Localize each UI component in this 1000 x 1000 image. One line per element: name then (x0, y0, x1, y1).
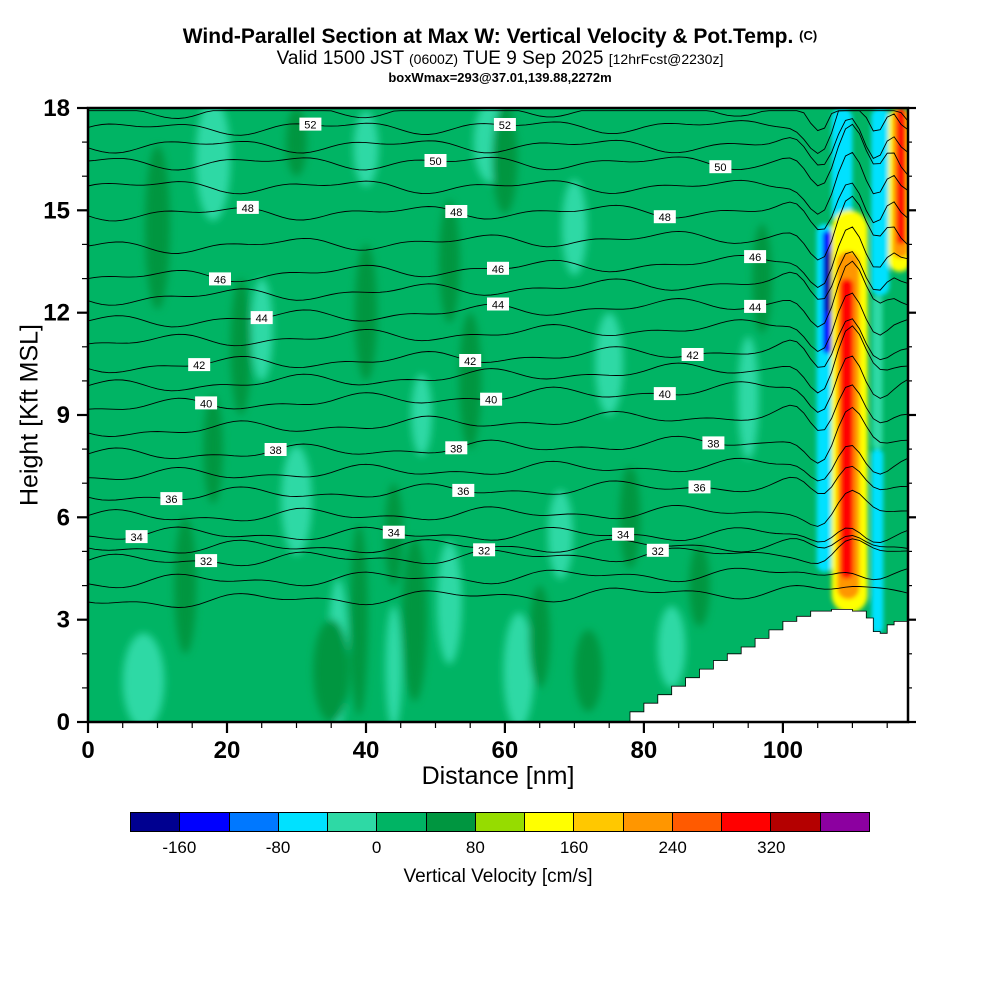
y-axis-title: Height [Kft MSL] (15, 323, 44, 507)
svg-text:38: 38 (450, 443, 462, 455)
svg-text:36: 36 (165, 494, 177, 506)
chart-title-unit: (C) (799, 28, 818, 43)
svg-text:15: 15 (43, 197, 70, 224)
colorbar-tick-label: 0 (371, 838, 382, 857)
colorbar-tick-label: 80 (465, 838, 485, 857)
colorbar-segment (131, 813, 181, 831)
svg-text:6: 6 (57, 504, 70, 531)
svg-text:80: 80 (631, 737, 658, 764)
svg-text:34: 34 (388, 528, 400, 540)
svg-text:46: 46 (749, 252, 761, 264)
colorbar-label: Vertical Velocity [cm/s] (403, 866, 593, 887)
colorbar-segment (180, 813, 230, 831)
colorbar-segment (722, 813, 772, 831)
svg-text:12: 12 (43, 300, 70, 327)
colorbar (130, 812, 870, 832)
plot-field: 32 32 32 34 34 34 36 36 36 38 38 38 40 40 40 42 42 42 44 44… (88, 108, 908, 722)
svg-text:36: 36 (457, 486, 469, 498)
svg-text:38: 38 (269, 445, 281, 457)
svg-text:48: 48 (659, 212, 671, 224)
chart-title-text: Wind-Parallel Section at Max W: Vertical… (182, 25, 794, 48)
colorbar-segment (623, 813, 673, 831)
svg-text:52: 52 (499, 120, 511, 132)
chart-annotation: boxWmax=293@37.01,139.88,2272m (388, 70, 612, 86)
svg-text:44: 44 (256, 313, 268, 325)
colorbar-tick-label: 160 (559, 838, 589, 857)
colorbar-segment (377, 813, 427, 831)
axis-ticks (77, 106, 916, 733)
svg-text:38: 38 (707, 438, 719, 450)
colorbar-segment (771, 813, 821, 831)
colorbar-segment (278, 813, 329, 831)
chart-header: Wind-Parallel Section at Max W: Vertical… (0, 24, 1000, 87)
svg-text:50: 50 (714, 162, 726, 174)
svg-text:9: 9 (57, 402, 70, 429)
colorbar-segment (820, 813, 869, 831)
colorbar-tick-label: -160 (162, 838, 197, 857)
colorbar-tick-label: 320 (757, 838, 786, 857)
svg-text:32: 32 (200, 556, 212, 568)
svg-text:44: 44 (492, 300, 504, 312)
valid-date-text: TUE 9 Sep 2025 (462, 48, 604, 70)
forecast-lead-text: [12hrFcst@2230z] (608, 51, 724, 68)
svg-text:42: 42 (686, 350, 698, 362)
colorbar-tick-label: -80 (265, 838, 291, 857)
colorbar-tick-label: 240 (658, 838, 687, 857)
colorbar-segment (672, 813, 723, 831)
colorbar-segment (525, 813, 575, 831)
svg-text:42: 42 (464, 356, 476, 368)
svg-text:18: 18 (43, 95, 70, 122)
svg-text:3: 3 (57, 607, 70, 634)
svg-text:32: 32 (478, 545, 490, 557)
chart-title: Wind-Parallel Section at Max W: Vertical… (0, 24, 1000, 49)
svg-text:34: 34 (130, 532, 142, 544)
colorbar-segment (328, 813, 378, 831)
svg-text:48: 48 (242, 203, 254, 215)
svg-text:42: 42 (193, 360, 205, 372)
svg-text:40: 40 (353, 737, 380, 764)
colorbar-segment (229, 813, 279, 831)
colorbar-segment (426, 813, 476, 831)
x-axis-title: Distance [nm] (421, 762, 575, 790)
svg-text:60: 60 (492, 737, 519, 764)
isotherm-labels: 32 32 32 34 34 34 36 36 36 38 38 38 40 40 40 42 42 42 44 44… (125, 117, 767, 568)
svg-text:34: 34 (617, 530, 629, 542)
svg-text:40: 40 (659, 389, 671, 401)
svg-text:36: 36 (693, 482, 705, 494)
svg-text:100: 100 (763, 737, 803, 764)
colorbar-segment (574, 813, 624, 831)
svg-text:52: 52 (304, 120, 316, 132)
velocity-mottling (122, 108, 772, 722)
colorbar-tick-labels: -160 -80 0 80 160 240 320 (0, 838, 1000, 860)
svg-text:48: 48 (450, 207, 462, 219)
svg-text:0: 0 (81, 737, 94, 764)
svg-text:0: 0 (57, 709, 70, 736)
valid-time-text: Valid 1500 JST (276, 48, 404, 70)
chart-subtitle: Valid 1500 JST (0600Z) TUE 9 Sep 2025 [1… (0, 48, 1000, 70)
svg-text:20: 20 (214, 737, 241, 764)
svg-text:44: 44 (749, 302, 761, 314)
svg-text:46: 46 (214, 274, 226, 286)
svg-text:32: 32 (652, 546, 664, 558)
svg-text:40: 40 (485, 395, 497, 407)
svg-text:40: 40 (200, 398, 212, 410)
svg-text:50: 50 (429, 156, 441, 168)
valid-time-zulu: (0600Z) (409, 51, 459, 68)
svg-text:46: 46 (492, 264, 504, 276)
terrain-profile (616, 609, 908, 722)
colorbar-segment (475, 813, 526, 831)
